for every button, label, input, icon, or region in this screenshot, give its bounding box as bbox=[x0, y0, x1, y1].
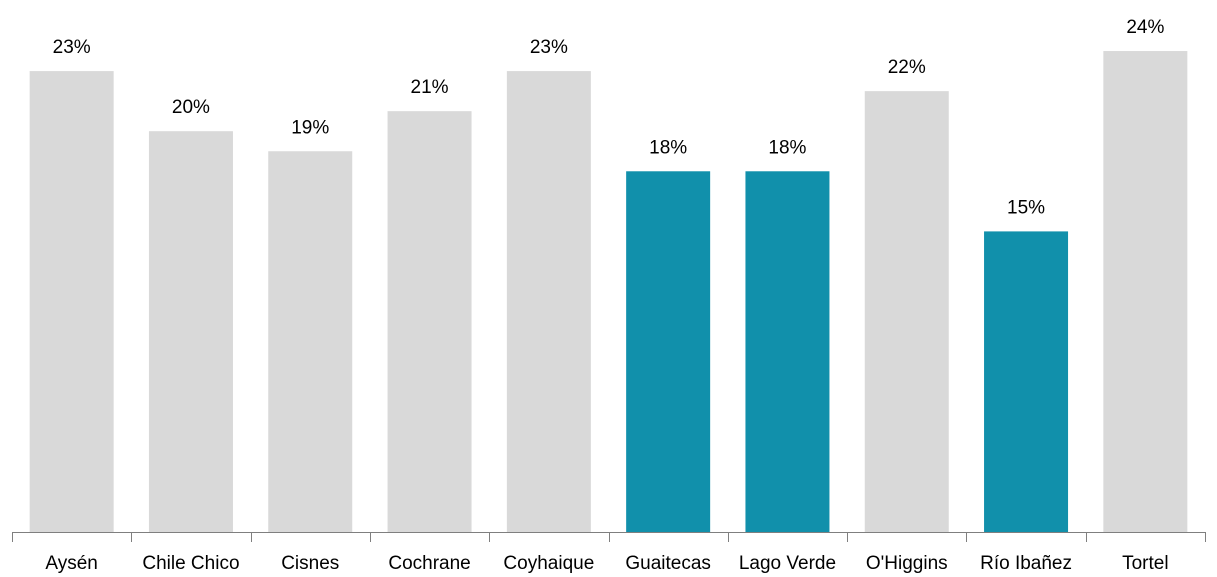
x-tick-label: Chile Chico bbox=[142, 553, 239, 574]
value-label: 20% bbox=[172, 97, 210, 118]
bar bbox=[506, 71, 591, 532]
bar bbox=[984, 231, 1069, 532]
bar bbox=[29, 71, 114, 532]
bar bbox=[387, 111, 472, 532]
x-tick-label: O'Higgins bbox=[866, 553, 948, 574]
x-tick-label: Cochrane bbox=[388, 553, 470, 574]
bar bbox=[1103, 51, 1188, 532]
value-label: 24% bbox=[1126, 17, 1164, 38]
value-label: 22% bbox=[888, 57, 926, 78]
value-label: 15% bbox=[1007, 197, 1045, 218]
x-tick-label: Aysén bbox=[45, 553, 97, 574]
x-tick-label: Tortel bbox=[1122, 553, 1168, 574]
bar bbox=[268, 151, 353, 533]
bar bbox=[864, 91, 949, 533]
bar bbox=[148, 131, 233, 532]
x-tick-label: Cisnes bbox=[281, 553, 339, 574]
x-tick-label: Lago Verde bbox=[739, 553, 836, 574]
value-label: 18% bbox=[768, 137, 806, 158]
bar bbox=[745, 171, 830, 532]
x-tick-label: Coyhaique bbox=[503, 553, 594, 574]
value-label: 23% bbox=[530, 37, 568, 58]
value-label: 19% bbox=[291, 117, 329, 138]
x-tick-label: Guaitecas bbox=[625, 553, 711, 574]
value-label: 18% bbox=[649, 137, 687, 158]
value-label: 23% bbox=[53, 37, 91, 58]
value-label: 21% bbox=[411, 77, 449, 98]
x-tick-label: Río Ibañez bbox=[980, 553, 1072, 574]
bar bbox=[626, 171, 711, 532]
